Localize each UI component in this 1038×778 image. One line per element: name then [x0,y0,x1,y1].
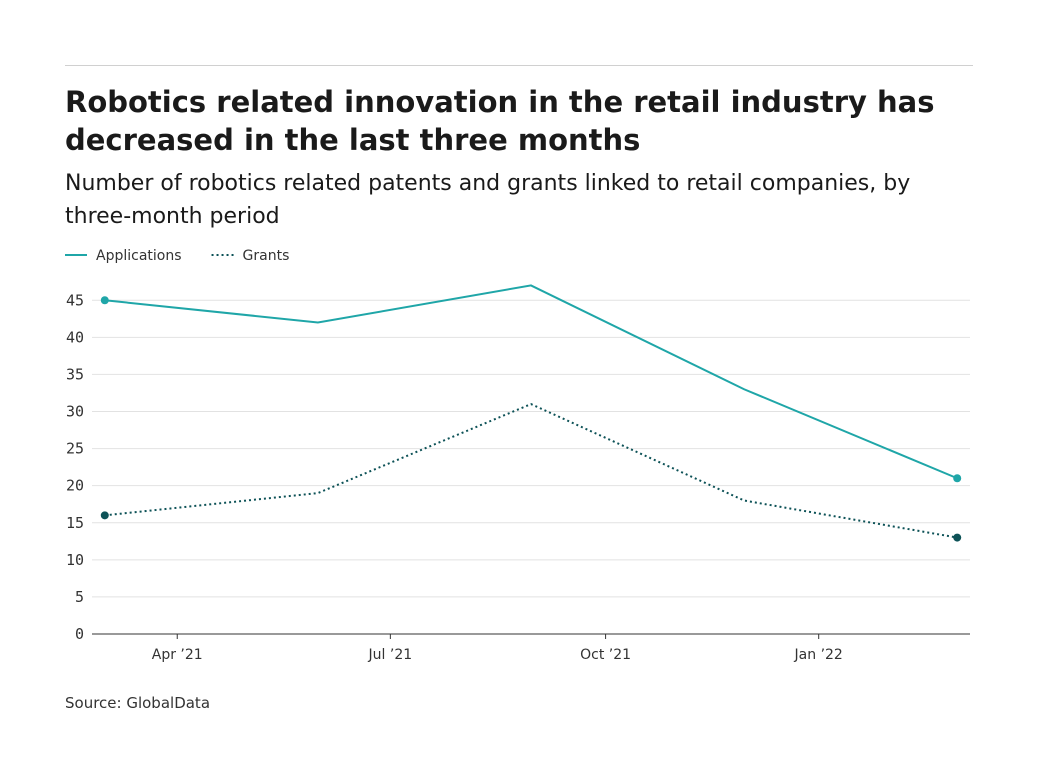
y-tick-label: 35 [66,365,84,383]
y-tick-label: 15 [66,514,84,532]
x-tick-label: Apr ’21 [152,647,203,663]
legend-label: Grants [243,248,290,264]
legend-label: Applications [96,248,182,264]
y-tick-label: 10 [66,551,84,569]
end-marker [953,533,962,542]
chart-subtitle: Number of robotics related patents and g… [65,171,910,229]
x-tick-label: Jan ’22 [794,647,843,663]
y-tick-label: 30 [66,403,84,421]
end-marker [100,511,109,520]
series-line [104,402,958,539]
series-line [104,284,958,480]
y-tick-label: 45 [66,291,84,309]
end-marker [953,474,962,483]
x-tick-label: Oct ’21 [580,647,631,663]
y-tick-label: 40 [66,328,84,346]
y-tick-label: 5 [75,588,84,606]
x-tick-label: Jul ’21 [368,647,413,663]
end-marker [100,296,109,305]
source: Source: GlobalData [65,694,210,712]
y-tick-label: 20 [66,477,84,495]
y-tick-label: 25 [66,440,84,458]
y-tick-label: 0 [75,625,84,643]
chart-title: Robotics related innovation in the retai… [65,85,934,157]
